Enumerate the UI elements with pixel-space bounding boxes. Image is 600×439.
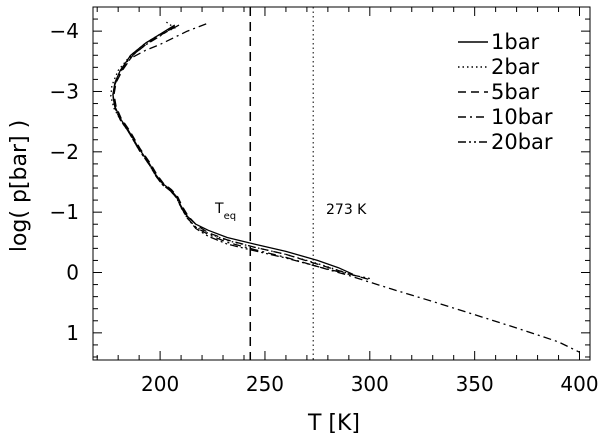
x-axis-ticks: 200 250 300 350 400 bbox=[96, 7, 599, 396]
y-axis-title: log( p[bar] ) bbox=[7, 120, 32, 252]
legend-label-10bar: 10bar bbox=[491, 105, 553, 129]
y-tick-label: 1 bbox=[66, 321, 79, 345]
x-tick-label: 250 bbox=[246, 372, 284, 396]
series-line-5bar bbox=[113, 24, 370, 281]
series-line-1bar bbox=[112, 24, 354, 275]
y-tick-label: −3 bbox=[50, 79, 79, 103]
x-tick-label: 300 bbox=[351, 372, 389, 396]
y-tick-label: −2 bbox=[50, 140, 79, 164]
y-axis-ticks: −4 −3 −2 −1 0 1 bbox=[50, 6, 590, 358]
y-tick-label: −1 bbox=[50, 200, 79, 224]
x-tick-label: 350 bbox=[456, 372, 494, 396]
legend-label-5bar: 5bar bbox=[491, 80, 540, 104]
teq-label-main: T bbox=[214, 201, 224, 217]
x-tick-label: 200 bbox=[141, 372, 179, 396]
series-layer bbox=[110, 21, 580, 353]
legend-label-2bar: 2bar bbox=[491, 55, 540, 79]
legend-label-1bar: 1bar bbox=[491, 30, 540, 54]
legend-label-20bar: 20bar bbox=[491, 130, 553, 154]
y-tick-label: −4 bbox=[50, 19, 79, 43]
x-tick-label: 400 bbox=[560, 372, 598, 396]
273k-label: 273 K bbox=[326, 202, 367, 218]
y-tick-label: 0 bbox=[66, 261, 79, 285]
reference-lines bbox=[249, 7, 314, 360]
plot-frame bbox=[92, 6, 591, 361]
x-axis-title: T [K] bbox=[307, 411, 360, 436]
teq-label: Teq bbox=[214, 201, 236, 222]
teq-label-sub: eq bbox=[224, 211, 237, 222]
series-line-20bar bbox=[112, 25, 370, 280]
